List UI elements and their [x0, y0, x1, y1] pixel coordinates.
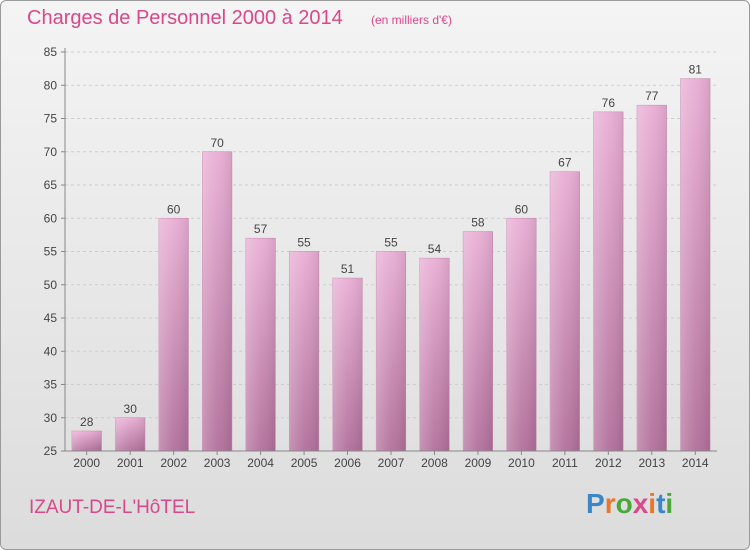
- y-tick-label: 60: [44, 211, 58, 225]
- bar-value-label: 55: [297, 236, 311, 250]
- x-tick-label: 2005: [291, 456, 318, 470]
- bar-shine: [463, 231, 493, 451]
- bar-value-label: 30: [124, 402, 138, 416]
- bar-value-label: 67: [558, 156, 572, 170]
- bar-value-label: 60: [515, 202, 529, 216]
- logo-text: Proxiti: [586, 488, 673, 520]
- bar-value-label: 57: [254, 222, 268, 236]
- y-tick-label: 35: [44, 378, 58, 392]
- y-tick-label: 70: [44, 145, 58, 159]
- bar-shine: [71, 431, 102, 451]
- x-tick-label: 2013: [638, 456, 665, 470]
- bar-shine: [332, 278, 363, 451]
- bar-value-label: 81: [689, 63, 703, 77]
- bar-value-label: 58: [471, 216, 485, 230]
- x-tick-label: 2012: [595, 456, 622, 470]
- y-tick-label: 40: [44, 344, 58, 358]
- bar-shine: [506, 218, 537, 451]
- chart-subtitle: (en milliers d'€): [371, 13, 452, 27]
- bar-shine: [245, 238, 276, 451]
- y-tick-label: 80: [44, 78, 58, 92]
- y-tick-label: 85: [44, 45, 58, 59]
- bar-shine: [202, 151, 232, 451]
- chart-title: Charges de Personnel 2000 à 2014: [27, 7, 343, 29]
- logo-letter: P: [586, 488, 605, 519]
- logo-letter: i: [665, 488, 674, 519]
- bar-value-label: 76: [602, 96, 616, 110]
- bar-shine: [550, 171, 580, 451]
- x-tick-label: 2004: [247, 456, 274, 470]
- y-tick-label: 45: [44, 311, 58, 325]
- bar-value-label: 55: [384, 236, 398, 250]
- bar-shine: [115, 417, 145, 451]
- logo-letter: t: [656, 488, 666, 519]
- y-tick-label: 25: [44, 444, 58, 458]
- x-tick-label: 2010: [508, 456, 535, 470]
- commune-name: IZAUT-DE-L'HôTEL: [29, 497, 196, 518]
- x-tick-label: 2011: [552, 456, 578, 470]
- x-tick-label: 2003: [204, 456, 231, 470]
- x-tick-label: 2009: [465, 456, 492, 470]
- bar-value-label: 77: [645, 89, 659, 103]
- y-tick-label: 65: [44, 178, 58, 192]
- bar-value-label: 54: [428, 242, 442, 256]
- proxiti-logo: Proxiti: [586, 488, 673, 520]
- bar-shine: [376, 251, 406, 451]
- y-tick-label: 50: [44, 278, 58, 292]
- bar-shine: [593, 111, 624, 451]
- bar-value-label: 51: [341, 262, 355, 276]
- bar-value-label: 28: [80, 415, 94, 429]
- x-tick-label: 2001: [117, 456, 144, 470]
- bar-shine: [637, 105, 667, 451]
- bar-shine: [680, 78, 711, 451]
- logo-letter: x: [632, 488, 649, 519]
- bar-value-label: 60: [167, 202, 181, 216]
- y-tick-label: 75: [44, 112, 58, 126]
- x-tick-label: 2000: [73, 456, 100, 470]
- x-tick-label: 2002: [160, 456, 187, 470]
- x-tick-label: 2006: [334, 456, 361, 470]
- bar-shine: [158, 218, 189, 451]
- bar-shine: [419, 258, 450, 451]
- bar-shine: [289, 251, 319, 451]
- logo-letter: i: [648, 488, 657, 519]
- x-tick-label: 2008: [421, 456, 448, 470]
- logo-letter: r: [604, 488, 616, 519]
- bar-value-label: 70: [210, 136, 224, 150]
- x-tick-label: 2014: [682, 456, 709, 470]
- x-tick-label: 2007: [378, 456, 405, 470]
- y-tick-label: 30: [44, 411, 58, 425]
- logo-letter: o: [615, 488, 633, 519]
- y-tick-label: 55: [44, 245, 58, 259]
